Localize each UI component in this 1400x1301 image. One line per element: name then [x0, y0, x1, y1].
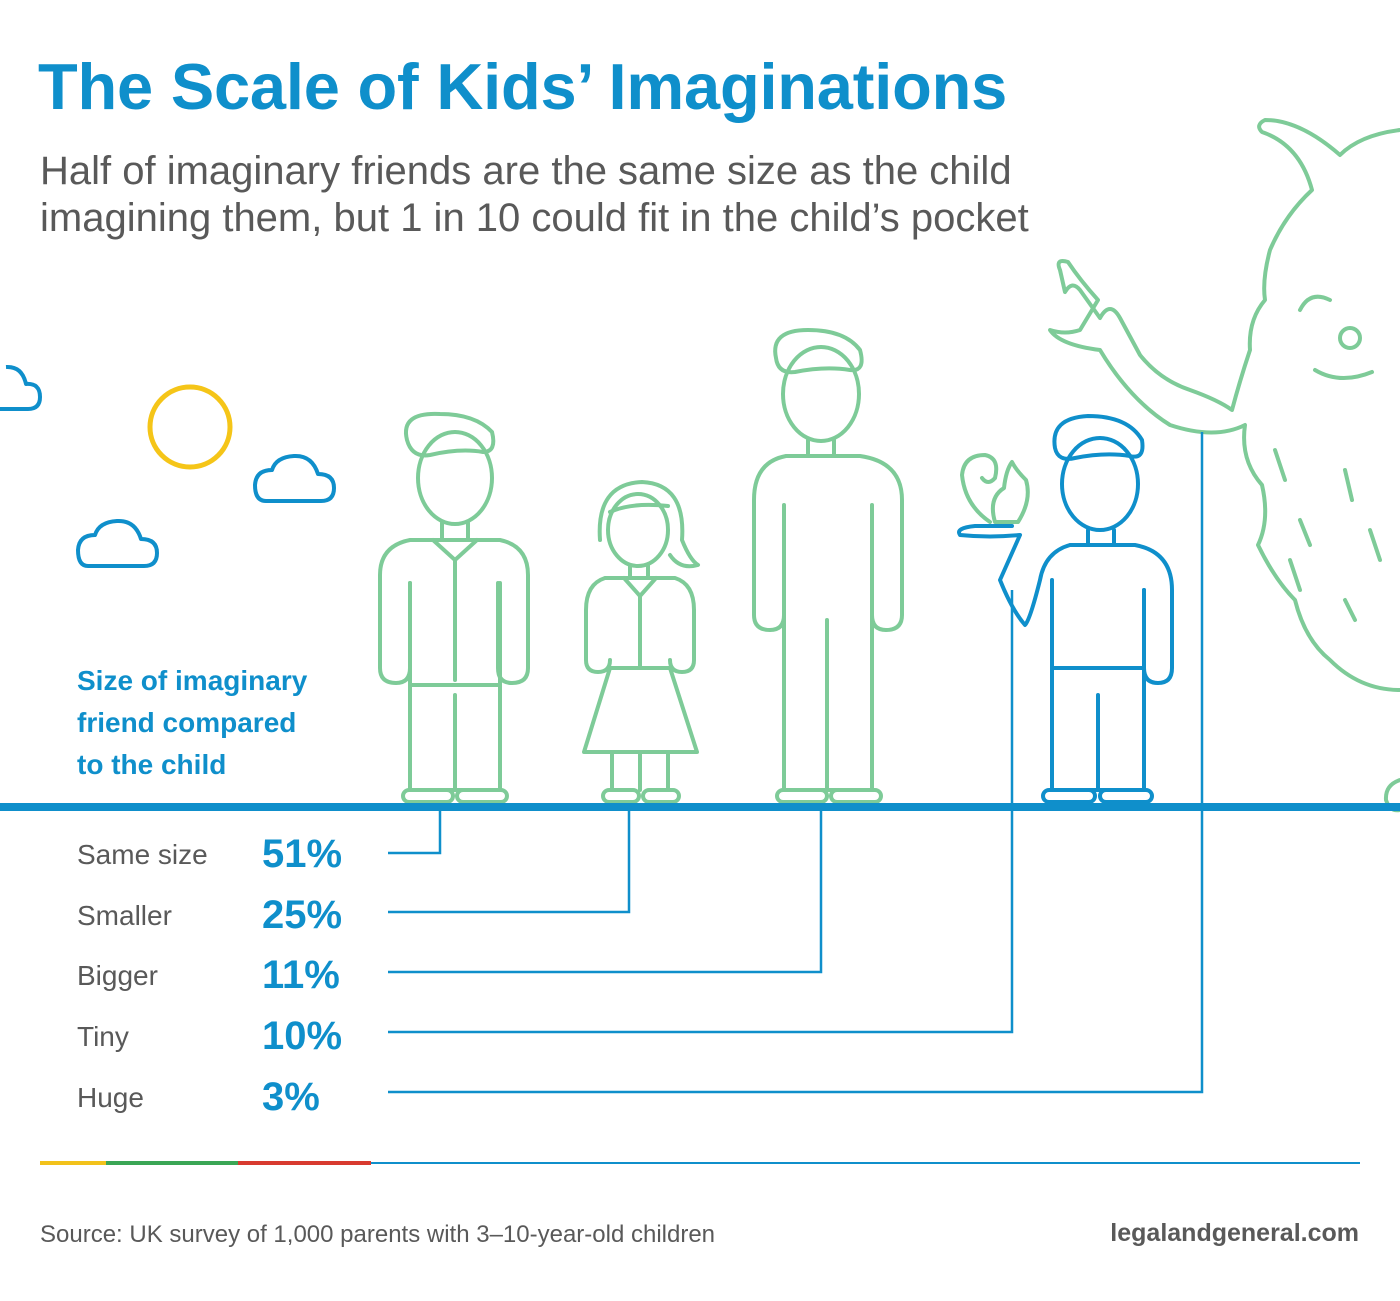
sun-icon — [147, 384, 233, 470]
leader-line-tiny — [388, 590, 1014, 1034]
row-value-huge: 3% — [262, 1075, 320, 1119]
squirrel-tiny-friend — [960, 453, 1030, 524]
friend-same-size-figure — [378, 411, 530, 804]
subtitle-line-1: Half of imaginary friends are the same s… — [40, 149, 1012, 193]
row-label-smaller: Smaller — [77, 900, 172, 931]
page-subtitle: Half of imaginary friends are the same s… — [40, 148, 1160, 242]
row-value-bigger: 11% — [262, 953, 340, 997]
row-label-bigger: Bigger — [77, 960, 158, 991]
friend-bigger-figure — [752, 328, 904, 804]
page-title: The Scale of Kids’ Imaginations — [38, 50, 1008, 123]
legend-heading-line-2: friend compared — [77, 707, 297, 738]
leader-line-same-size — [388, 811, 442, 855]
leader-line-bigger — [388, 811, 823, 974]
friend-smaller-figure — [582, 480, 700, 804]
row-label-same-size: Same size — [77, 839, 208, 870]
leader-line-smaller — [388, 811, 631, 914]
legend-heading-line-3: to the child — [77, 749, 227, 780]
row-value-tiny: 10% — [262, 1014, 343, 1058]
child-figure — [957, 414, 1174, 804]
legend-heading: Size of imaginary friend compared to the… — [77, 660, 377, 786]
monster-huge-friend — [1048, 118, 1400, 813]
row-label-tiny: Tiny — [77, 1021, 129, 1052]
legend-heading-line-1: Size of imaginary — [77, 665, 308, 696]
source-note: Source: UK survey of 1,000 parents with … — [40, 1221, 716, 1248]
cloud-icon — [0, 364, 42, 411]
cloud-icon — [253, 453, 336, 503]
cloud-icon — [76, 518, 159, 568]
row-label-huge: Huge — [77, 1082, 144, 1113]
subtitle-line-2: imagining them, but 1 in 10 could fit in… — [40, 196, 1029, 240]
website-link[interactable]: legalandgeneral.com — [1110, 1219, 1359, 1247]
row-value-smaller: 25% — [262, 893, 343, 937]
row-value-same-size: 51% — [262, 832, 343, 876]
leader-line-huge — [388, 432, 1204, 1094]
leader-lines — [388, 432, 1204, 1094]
